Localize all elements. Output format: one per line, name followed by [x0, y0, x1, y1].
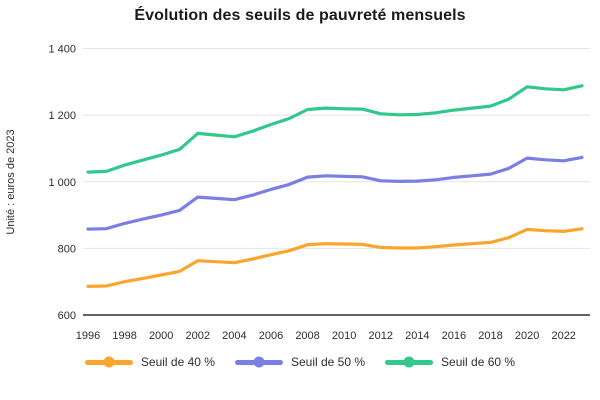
legend-marker-seuil-40-icon	[84, 356, 133, 368]
x-tick-label: 2014	[405, 330, 429, 342]
chart-title: Évolution des seuils de pauvreté mensuel…	[134, 7, 466, 24]
plot-area: Unité : euros de 2023 600 800 1 000 1 200 1 …	[5, 44, 590, 342]
series-line-seuil-de-60	[86, 84, 584, 174]
x-tick-label: 1996	[76, 330, 100, 342]
legend-item-seuil-50[interactable]: Seuil de 50 %	[234, 355, 366, 369]
y-tick-label: 800	[58, 243, 76, 255]
x-tick-label: 1998	[112, 330, 136, 342]
x-tick-label: 2006	[259, 330, 283, 342]
legend-label-seuil-40: Seuil de 40 %	[140, 355, 215, 369]
x-tick-label: 2020	[515, 330, 539, 342]
x-tick-label: 2004	[222, 330, 246, 342]
y-tick-label: 1 400	[48, 44, 76, 56]
x-tick-labels: 1996 1998 2000 2002 2004 2006 2008 2010 2012 2014…	[76, 330, 576, 342]
series-line-seuil-de-40	[86, 227, 584, 288]
legend-label-seuil-50: Seuil de 50 %	[290, 355, 366, 369]
x-tick-label: 2018	[478, 330, 502, 342]
legend-item-seuil-60[interactable]: Seuil de 60 %	[385, 355, 515, 369]
y-tick-label: 1 200	[48, 110, 76, 122]
legend-item-seuil-40[interactable]: Seuil de 40 %	[84, 355, 215, 369]
y-axis-title: Unité : euros de 2023	[5, 129, 17, 234]
legend-marker-seuil-50-icon	[234, 356, 283, 368]
legend: Seuil de 40 % Seuil de 50 % Seuil de 60 …	[0, 355, 600, 369]
y-tick-label: 600	[58, 310, 76, 322]
y-tick-label: 1 000	[48, 177, 76, 189]
x-tick-label: 2022	[551, 330, 575, 342]
legend-dot-seuil-50-icon	[253, 356, 265, 368]
legend-dot-seuil-60-icon	[403, 356, 415, 368]
legend-marker-seuil-60-icon	[385, 356, 434, 368]
series-line-seuil-de-50	[86, 155, 584, 231]
x-tick-label: 2016	[442, 330, 466, 342]
x-tick-label: 2000	[149, 330, 173, 342]
legend-dot-seuil-40-icon	[103, 356, 115, 368]
x-tick-label: 2002	[186, 330, 210, 342]
x-tick-label: 2012	[368, 330, 392, 342]
x-tick-label: 2008	[295, 330, 319, 342]
y-tick-labels: 600 800 1 000 1 200 1 400	[48, 44, 76, 323]
series-lines	[86, 84, 584, 288]
x-tick-label: 2010	[332, 330, 356, 342]
gridlines	[83, 48, 590, 316]
legend-label-seuil-60: Seuil de 60 %	[441, 355, 516, 369]
